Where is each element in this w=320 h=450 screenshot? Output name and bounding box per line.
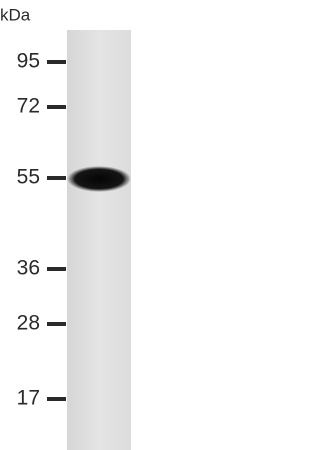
blot-figure: kDa 95 72 55 36 28 17	[0, 5, 131, 450]
page: kDa 95 72 55 36 28 17 (() => { const dat…	[0, 0, 131, 450]
marker-label: 36	[17, 257, 40, 280]
marker-label: 95	[17, 50, 40, 73]
marker-label: 17	[17, 387, 40, 410]
unit-label: kDa	[0, 5, 31, 24]
marker-label: 28	[17, 312, 40, 335]
marker-label: 72	[17, 95, 40, 118]
protein-band	[67, 166, 131, 192]
gel-lane	[67, 30, 131, 450]
marker-label: 55	[17, 166, 40, 189]
marker-ladder: 95 72 55 36 28 17	[17, 50, 66, 410]
